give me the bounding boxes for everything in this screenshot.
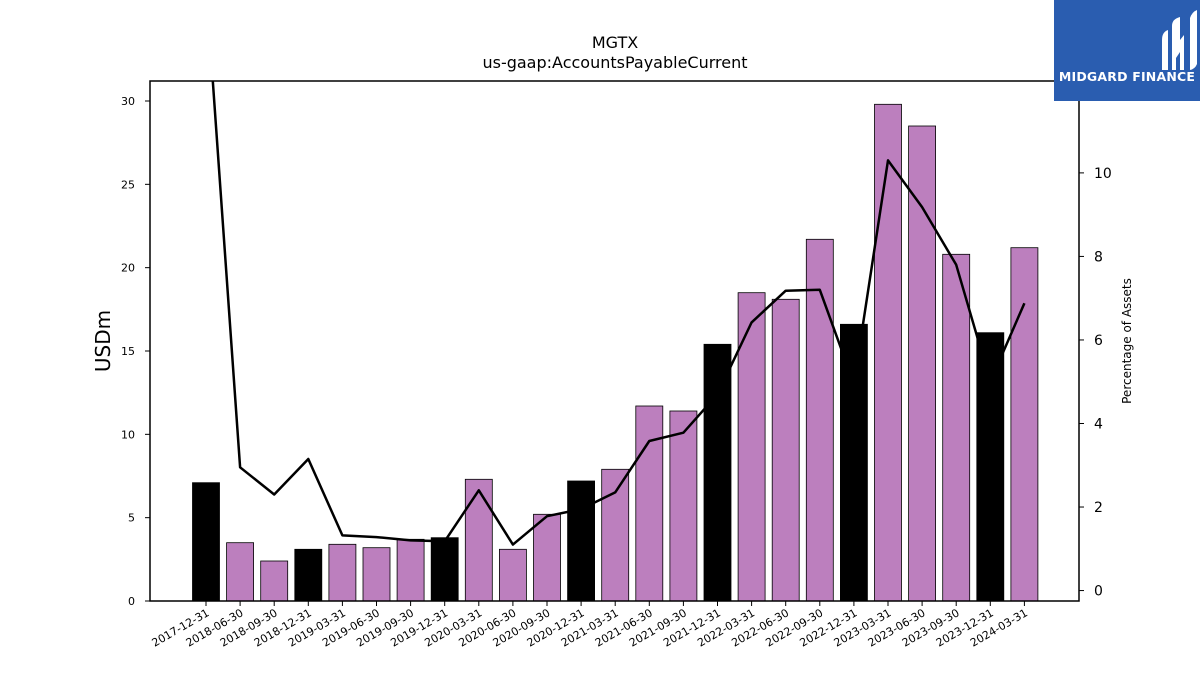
bar-2023-12-31 bbox=[976, 332, 1005, 602]
bar-2022-12-31 bbox=[840, 323, 868, 602]
bar-2023-03-31 bbox=[874, 103, 902, 602]
y-tick-label: 15 bbox=[121, 345, 135, 358]
bar-2018-06-30 bbox=[226, 542, 255, 602]
bar-2022-03-31 bbox=[737, 292, 766, 602]
y-tick-label: 10 bbox=[121, 428, 135, 441]
bar-2024-03-31 bbox=[1010, 247, 1039, 602]
bar-2020-12-31 bbox=[567, 480, 595, 602]
y-axis-label: USDm bbox=[91, 310, 115, 372]
bar-2021-03-31 bbox=[601, 468, 630, 602]
y-tick-label: 0 bbox=[128, 595, 135, 608]
logo-text: MIDGARD FINANCE bbox=[1058, 69, 1196, 84]
y-tick-label: 5 bbox=[128, 512, 135, 525]
bar-2021-12-31 bbox=[703, 343, 732, 602]
y2-axis-label: Percentage of Assets bbox=[1120, 278, 1134, 404]
y-axis: 0 5 10 15 20 25 30 bbox=[121, 95, 150, 608]
y-tick-label: 20 bbox=[121, 262, 135, 275]
chart-title: MGTX bbox=[592, 33, 638, 52]
x-axis: 2017-12-312018-06-302018-09-302018-12-31… bbox=[150, 601, 1030, 650]
bar-2019-09-30 bbox=[396, 538, 425, 602]
bar-2023-09-30 bbox=[942, 253, 971, 602]
y2-tick-label: 2 bbox=[1094, 500, 1103, 516]
y-tick-label: 25 bbox=[121, 178, 135, 191]
bar-2017-12-31 bbox=[192, 482, 220, 602]
bar-2021-09-30 bbox=[669, 410, 698, 602]
y-tick-label: 30 bbox=[121, 95, 135, 108]
y2-tick-label: 0 bbox=[1094, 584, 1103, 600]
bar-2018-12-31 bbox=[294, 548, 323, 602]
y2-tick-label: 8 bbox=[1094, 249, 1103, 265]
bar-2018-09-30 bbox=[260, 560, 289, 602]
bar-2019-03-31 bbox=[328, 543, 357, 602]
bar-2022-09-30 bbox=[805, 238, 834, 602]
bar-2022-06-30 bbox=[771, 298, 800, 602]
bar-2020-03-31 bbox=[464, 478, 493, 602]
bar-2019-06-30 bbox=[362, 547, 391, 602]
percentage-line bbox=[211, 81, 1026, 546]
line-group bbox=[211, 81, 1026, 546]
bar-2021-06-30 bbox=[635, 405, 664, 602]
plot-frame bbox=[149, 80, 1080, 602]
y2-axis: 0 2 4 6 8 10 bbox=[1079, 166, 1112, 600]
y2-tick-label: 6 bbox=[1094, 333, 1103, 349]
bars-group bbox=[192, 103, 1039, 602]
bar-2020-06-30 bbox=[498, 548, 527, 602]
bar-2020-09-30 bbox=[533, 513, 561, 602]
bar-2023-06-30 bbox=[908, 125, 936, 602]
y2-tick-label: 10 bbox=[1094, 166, 1112, 182]
midgard-finance-logo: MIDGARD FINANCE bbox=[1054, 0, 1200, 101]
y2-tick-label: 4 bbox=[1094, 416, 1103, 432]
chart-subtitle: us-gaap:AccountsPayableCurrent bbox=[482, 53, 747, 72]
logo-mark-icon bbox=[1162, 10, 1197, 70]
bar-2019-12-31 bbox=[430, 537, 459, 602]
